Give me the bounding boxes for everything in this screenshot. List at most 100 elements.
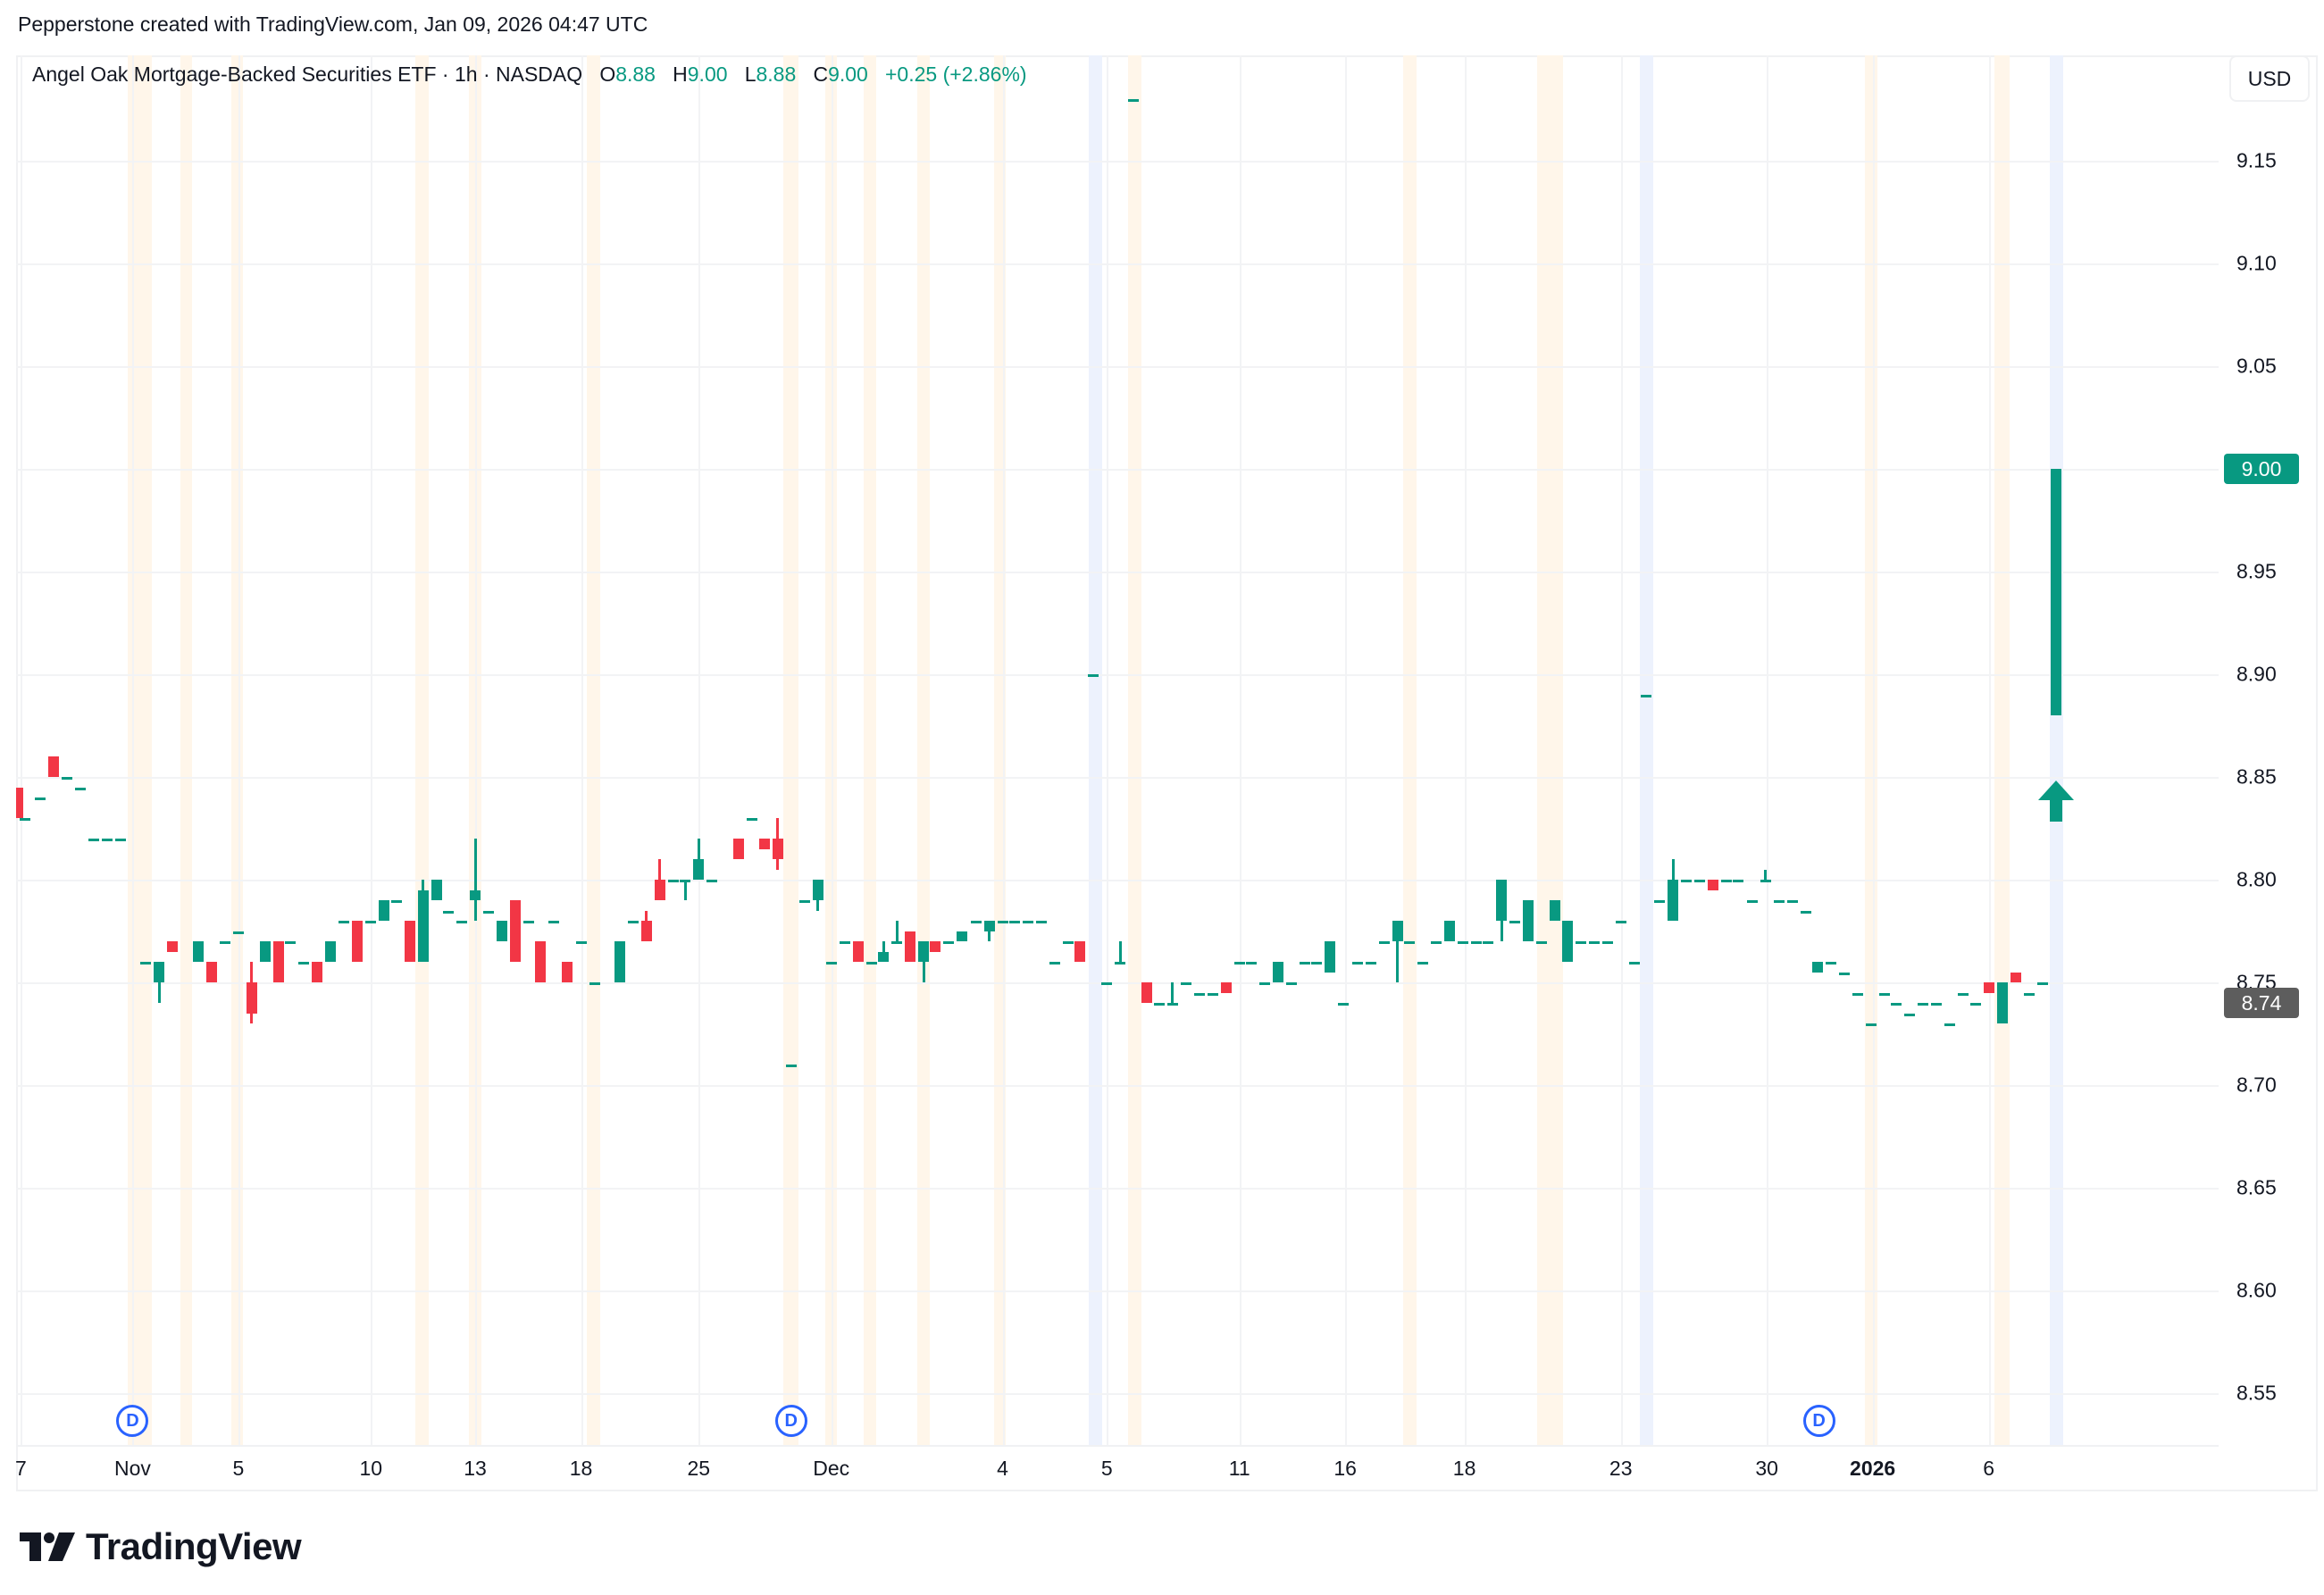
candle-body: [1286, 982, 1298, 985]
dividend-marker-icon[interactable]: D: [1802, 1405, 1835, 1437]
candle-wick: [922, 941, 925, 982]
candle-body: [1694, 880, 1706, 882]
candle-body: [1852, 992, 1863, 996]
price-tick-label: 9.05: [2236, 354, 2277, 378]
candle-body: [825, 962, 837, 965]
candle-body: [1681, 880, 1693, 882]
horizontal-gridline: [16, 161, 2219, 163]
candle-body: [1115, 962, 1126, 965]
candle-body: [1403, 941, 1415, 944]
candle-body: [1101, 982, 1113, 985]
candle-body: [693, 859, 705, 880]
vertical-gridline: [371, 55, 373, 1445]
pre-market-band: [180, 55, 193, 1445]
candle-body: [192, 941, 204, 962]
post-market-band: [1640, 55, 1654, 1445]
candle-body: [325, 941, 337, 962]
currency-button[interactable]: USD: [2229, 55, 2310, 102]
tradingview-logo[interactable]: TradingView: [20, 1525, 302, 1568]
candle-body: [1443, 921, 1455, 941]
vertical-gridline: [1345, 55, 1348, 1445]
candle-body: [352, 921, 364, 962]
candle-body: [758, 839, 770, 849]
candle-body: [772, 839, 783, 859]
vertical-gridline: [1767, 55, 1769, 1445]
horizontal-gridline: [16, 1393, 2219, 1395]
candle-body: [1721, 880, 1733, 882]
time-tick-label: 13: [464, 1457, 487, 1480]
price-tick-label: 8.95: [2236, 559, 2277, 583]
candle-body: [1483, 941, 1494, 944]
pre-market-band: [415, 55, 430, 1445]
prev-close-price-label: 8.74: [2224, 988, 2299, 1018]
vertical-gridline: [1988, 55, 1991, 1445]
candle-body: [1918, 1003, 1929, 1006]
candle-body: [497, 921, 508, 941]
time-tick-label: 2026: [1850, 1457, 1896, 1480]
symbol-title[interactable]: Angel Oak Mortgage-Backed Securities ETF…: [32, 63, 583, 86]
open-value: 8.88: [615, 63, 656, 86]
candle-body: [970, 921, 982, 923]
horizontal-gridline: [16, 263, 2219, 265]
attribution-text: Pepperstone created with TradingView.com…: [18, 13, 648, 36]
candle-body: [510, 900, 522, 962]
time-axis[interactable]: [16, 1445, 2219, 1493]
candle-body: [1654, 900, 1666, 903]
candle-body: [16, 787, 24, 818]
pre-market-band: [1537, 55, 1563, 1445]
horizontal-gridline: [16, 572, 2219, 573]
candle-body: [812, 880, 823, 900]
candle-body: [983, 921, 995, 931]
candle-body: [614, 941, 625, 982]
candle-body: [523, 921, 535, 923]
candle-body: [1509, 921, 1521, 923]
candle-body: [2050, 469, 2061, 715]
vertical-gridline: [1872, 55, 1875, 1445]
candle-body: [1300, 962, 1311, 965]
time-tick-label: 4: [997, 1457, 1008, 1480]
candle-body: [102, 839, 113, 841]
candle-body: [733, 839, 745, 859]
dividend-marker-icon[interactable]: D: [116, 1405, 149, 1437]
candle-wick: [1118, 941, 1122, 962]
pre-market-band: [128, 55, 153, 1445]
candle-body: [680, 880, 691, 882]
pre-market-band: [1994, 55, 2011, 1445]
horizontal-gridline: [16, 1290, 2219, 1292]
chart-plot-area[interactable]: [16, 55, 2219, 1445]
candle-body: [918, 941, 930, 962]
candle-body: [1800, 910, 1811, 914]
price-tick-label: 8.80: [2236, 867, 2277, 891]
price-tick-label: 8.60: [2236, 1278, 2277, 1302]
horizontal-gridline: [16, 469, 2219, 471]
candle-body: [943, 941, 955, 944]
candle-body: [1575, 941, 1586, 944]
candle-body: [365, 921, 377, 923]
candle-wick: [895, 921, 899, 941]
candle-body: [1601, 941, 1613, 944]
candle-body: [839, 941, 850, 944]
candle-body: [483, 910, 495, 914]
candle-body: [747, 818, 758, 821]
pre-market-band: [1127, 55, 1141, 1445]
time-tick-label: 6: [1983, 1457, 1995, 1480]
candle-body: [1193, 992, 1205, 996]
horizontal-gridline: [16, 777, 2219, 779]
candle-body: [470, 889, 481, 900]
vertical-gridline: [1239, 55, 1241, 1445]
candle-body: [997, 921, 1008, 923]
candle-body: [404, 921, 415, 962]
candle-body: [1338, 1003, 1350, 1006]
chart-frame: [16, 55, 2318, 1491]
tradingview-logo-icon: [20, 1532, 75, 1561]
candle-body: [1615, 921, 1626, 923]
time-tick-label: 30: [1755, 1457, 1778, 1480]
candle-body: [1904, 1013, 1916, 1016]
price-tick-label: 9.10: [2236, 251, 2277, 275]
candle-body: [1417, 962, 1428, 965]
dividend-marker-icon[interactable]: D: [774, 1405, 807, 1437]
candle-body: [205, 962, 217, 982]
pre-market-band: [825, 55, 838, 1445]
time-tick-label: Dec: [813, 1457, 850, 1480]
candle-body: [1891, 1003, 1902, 1006]
